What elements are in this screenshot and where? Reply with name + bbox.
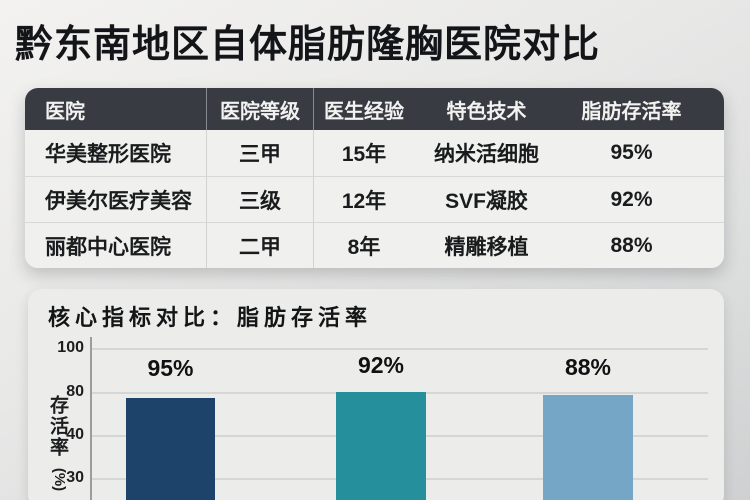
y-tick-40: 40 <box>66 426 84 443</box>
header-technique: 特色技术 <box>446 100 527 123</box>
table-header-row: 医院 医院等级 医生经验 特色技术 脂肪存活率 <box>25 88 724 130</box>
cell-level: 三甲 <box>207 130 314 176</box>
cell-survival: 95% <box>610 141 653 164</box>
y-axis-label: 存活率 <box>47 395 68 458</box>
cell-technique: 精雕移植 <box>444 235 529 259</box>
cell-experience: 15年 <box>341 143 387 166</box>
bar-value-label: 88% <box>564 354 612 380</box>
bar-value-label: 92% <box>357 352 405 378</box>
header-experience: 医生经验 <box>324 100 404 123</box>
cell-hospital: 丽都中心医院 <box>25 223 207 268</box>
page-title: 黔东南地区自体脂肪隆胸医院对比 <box>15 24 601 66</box>
bar-lidu <box>543 395 633 500</box>
header-hospital: 医院 <box>25 88 207 130</box>
cell-level: 三级 <box>207 177 314 222</box>
bar-value-label: 95% <box>147 355 194 381</box>
cell-survival: 88% <box>610 233 653 257</box>
y-tick-80: 80 <box>66 383 84 400</box>
bar-yimeier <box>336 392 426 500</box>
bar-huamei <box>126 398 215 500</box>
table-row: 丽都中心医院 二甲 8年 精雕移植 88% <box>25 222 724 268</box>
y-tick-30: 30 <box>66 469 84 486</box>
chart-title: 核心指标对比：脂肪存活率 <box>48 305 373 330</box>
cell-survival: 92% <box>610 187 653 211</box>
cell-technique: 纳米活细胞 <box>434 143 539 166</box>
y-axis-unit: (%) <box>51 467 69 492</box>
cell-experience: 12年 <box>341 189 387 213</box>
cell-technique: SVF凝胶 <box>445 189 528 213</box>
gridline-100 <box>91 348 708 350</box>
table-row: 华美整形医院 三甲 15年 纳米活细胞 95% <box>25 130 724 176</box>
y-tick-100: 100 <box>57 339 84 356</box>
header-survival: 脂肪存活率 <box>581 100 682 123</box>
cell-hospital: 伊美尔医疗美容 <box>25 177 207 222</box>
survival-rate-chart: 核心指标对比：脂肪存活率 100 80 40 30 存活率 (%) 95% 92… <box>28 289 724 500</box>
y-axis-line <box>90 337 92 500</box>
cell-level: 二甲 <box>207 223 314 268</box>
table-row: 伊美尔医疗美容 三级 12年 SVF凝胶 92% <box>25 176 724 222</box>
header-level: 医院等级 <box>207 88 314 130</box>
cell-experience: 8年 <box>347 235 381 259</box>
hospital-comparison-table: 医院 医院等级 医生经验 特色技术 脂肪存活率 华美整形医院 三甲 15年 纳米… <box>25 88 724 268</box>
cell-hospital: 华美整形医院 <box>25 130 207 176</box>
